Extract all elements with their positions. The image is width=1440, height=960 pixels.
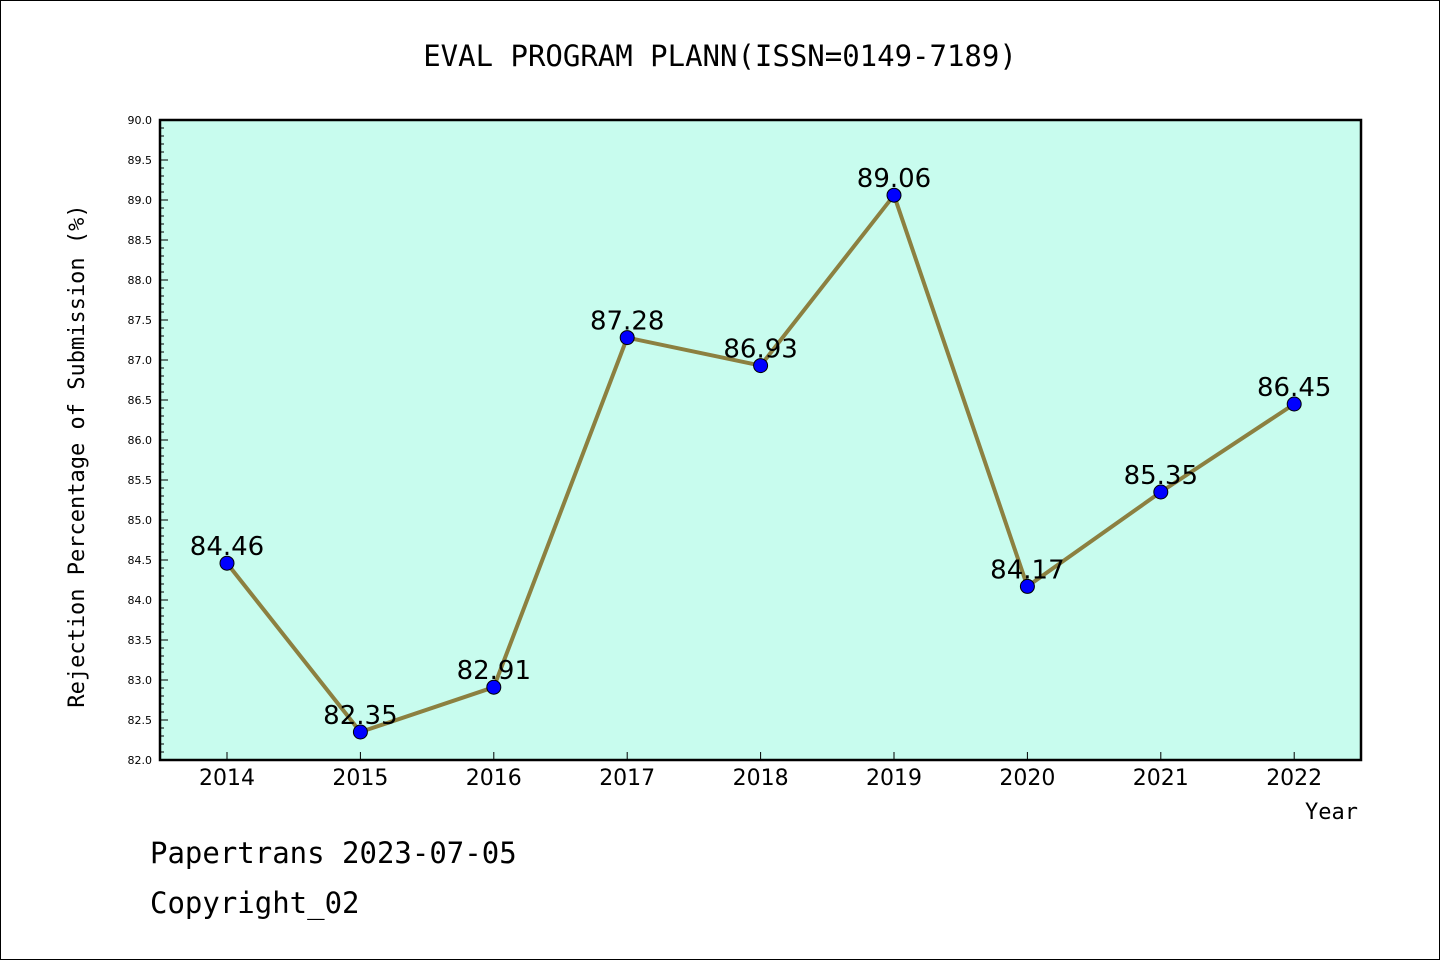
- x-tick-label: 2019: [866, 766, 922, 791]
- data-point: [1019, 578, 1035, 594]
- data-labels: 84.46 82.35 82.91 87.28 86.93 89.06 84.17 85.35…: [190, 164, 1332, 731]
- data-label: 82.91: [457, 656, 531, 686]
- x-tick-label: 2015: [332, 766, 388, 791]
- y-tick-label: 86.0: [128, 434, 153, 447]
- data-label: 84.17: [990, 555, 1064, 585]
- footer-date: Papertrans 2023-07-05: [150, 836, 517, 870]
- data-point: [1286, 396, 1302, 412]
- x-tick-label: 2022: [1266, 766, 1322, 791]
- y-tick-label: 90.0: [128, 114, 153, 127]
- x-axis-label: Year: [1305, 800, 1358, 825]
- x-tick-label: 2020: [999, 766, 1055, 791]
- chart-title: EVAL PROGRAM PLANN(ISSN=0149-7189): [423, 39, 1017, 73]
- y-tick-label: 84.5: [128, 554, 153, 567]
- y-tick-label: 87.5: [128, 314, 153, 327]
- data-point: [352, 724, 368, 740]
- x-tick-label: 2018: [733, 766, 789, 791]
- y-tick-label: 83.0: [128, 674, 153, 687]
- data-label: 87.28: [590, 307, 664, 337]
- x-tick-label: 2017: [599, 766, 655, 791]
- data-label: 82.35: [323, 701, 397, 731]
- data-points: [219, 187, 1302, 740]
- data-point: [219, 555, 235, 571]
- data-point: [753, 358, 769, 374]
- data-label: 86.45: [1257, 373, 1331, 403]
- y-tick-label: 82.0: [128, 754, 153, 767]
- y-axis: 82.0 82.5 83.0 83.5 84.0 84.5 85.0 85.5 86.0 86.5…: [128, 114, 168, 767]
- y-tick-label: 84.0: [128, 594, 153, 607]
- y-tick-label: 88.5: [128, 234, 153, 247]
- y-axis-label: Rejection Percentage of Submission (%): [65, 204, 90, 707]
- y-tick-label: 86.5: [128, 394, 153, 407]
- x-tick-label: 2021: [1133, 766, 1189, 791]
- y-tick-label: 89.5: [128, 154, 153, 167]
- x-axis: 2014 2015 2016 2017 2018 2019 2020 2021 2022: [199, 752, 1322, 791]
- plot-area: [158, 118, 1363, 762]
- data-label: 85.35: [1124, 461, 1198, 491]
- y-tick-label: 87.0: [128, 354, 153, 367]
- data-point: [1153, 484, 1169, 500]
- footer-copyright: Copyright_02: [150, 886, 360, 920]
- x-tick-label: 2014: [199, 766, 255, 791]
- data-label: 86.93: [723, 335, 797, 365]
- y-tick-label: 85.5: [128, 474, 153, 487]
- data-point: [886, 187, 902, 203]
- y-tick-label: 83.5: [128, 634, 153, 647]
- data-point: [619, 330, 635, 346]
- data-point: [486, 679, 502, 695]
- x-tick-label: 2016: [466, 766, 522, 791]
- data-label: 89.06: [857, 164, 931, 194]
- y-tick-label: 85.0: [128, 514, 153, 527]
- data-label: 84.46: [190, 532, 264, 562]
- y-tick-label: 82.5: [128, 714, 153, 727]
- y-tick-label: 88.0: [128, 274, 153, 287]
- y-tick-label: 89.0: [128, 194, 153, 207]
